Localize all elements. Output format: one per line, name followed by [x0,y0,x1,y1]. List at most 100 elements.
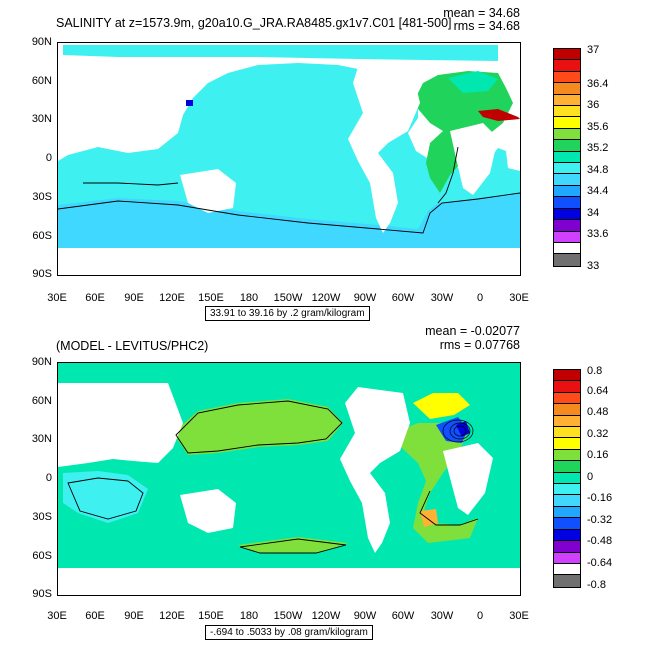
x-tick-label: 90W [353,610,377,622]
colorbar-swatch [554,117,580,129]
colorbar-swatch [554,208,580,221]
contour-line [58,192,520,234]
colorbar-swatch [554,71,580,84]
contour-line [419,490,479,526]
x-tick-label: 150E [198,292,224,304]
indian-negative [63,471,148,523]
colorbar-swatch [554,231,580,243]
y-tick-label: 60S [32,230,52,242]
x-tick-label: 150W [273,610,303,622]
colorbar-label: 35.2 [587,142,609,154]
landmass-africa [443,443,493,515]
colorbar-swatch [554,392,580,405]
landmass-americas [340,387,410,553]
x-tick-label: 180 [239,610,259,622]
colorbar-swatch [554,449,580,462]
y-tick-label: 90S [32,588,52,600]
colorbar-swatch [554,438,580,450]
colorbar-label: 35.6 [587,121,609,133]
y-tick-label: 90N [31,356,52,368]
colorbar-swatch [554,404,580,416]
landmass-antarctica [58,568,520,595]
colorbar-label: 34.4 [587,185,609,197]
colorbar-swatch [554,94,580,107]
colorbar-swatch [554,151,580,164]
colorbar-swatch [554,484,580,496]
colorbar-label: 34 [587,207,600,219]
landmass-asia [58,383,183,467]
mean-stat: mean = -0.02077 [425,324,520,338]
x-tick-label: 60E [85,292,105,304]
y-tick-label: 0 [45,152,52,164]
y-tick-label: 30N [31,433,52,445]
x-tick-label: 90W [353,292,377,304]
colorbar-swatch [554,529,580,542]
low-salinity-speck [186,100,193,106]
colorbar-label: -0.32 [587,514,613,526]
colorbar-label: 0.8 [587,365,603,377]
y-tick-label: 30S [32,191,52,203]
colorbar-label: 0.64 [587,385,609,397]
landmass-antarctica [58,248,520,275]
southern-band [238,537,348,553]
rms-stat: rms = 0.07768 [439,338,520,352]
colorbar-swatch [554,83,580,95]
colorbar-swatch [554,185,580,198]
colorbar-swatch [554,128,580,141]
colorbar-label: 33.6 [587,228,609,240]
salinity-map [58,45,520,275]
contour-info-box: 33.91 to 39.16 by .2 gram/kilogram [205,306,370,321]
colorbar-swatch [554,495,580,507]
x-tick-label: 120E [159,610,185,622]
colorbar-swatch [554,381,580,393]
x-tick-label: 30E [509,292,529,304]
rms-stat: rms = 34.68 [453,19,520,33]
contour-info-box: -.694 to .5033 by .08 gram/kilogram [205,625,373,640]
contour-line [239,538,347,554]
colorbar-label: 0.32 [587,428,609,440]
colorbar [553,369,581,588]
x-tick-label: 120W [311,292,341,304]
arctic-patch [448,71,498,93]
colorbar-swatch [554,197,580,209]
map-plot [57,362,521,596]
x-tick-label: 120W [311,610,341,622]
colorbar-label: 33 [587,260,600,272]
landmass-australia [180,489,236,533]
colorbar-swatch [554,506,580,519]
contour-line [437,146,459,204]
colorbar-label: 36 [587,99,600,111]
colorbar-swatch [554,106,580,118]
colorbar-swatch [554,427,580,439]
colorbar-swatch [554,220,580,232]
map-plot [57,42,521,276]
x-tick-label: 60E [85,610,105,622]
chart-title: (MODEL - LEVITUS/PHC2) [56,339,209,353]
colorbar-label: 36.4 [587,78,609,90]
y-tick-label: 0 [45,472,52,484]
colorbar-label: 0.48 [587,406,609,418]
contour-line [83,182,179,186]
colorbar-swatch [554,552,580,564]
colorbar-swatch [554,518,580,530]
colorbar-swatch [554,541,580,553]
chart-title: SALINITY at z=1573.9m, g20a10.G_JRA.RA84… [56,16,452,30]
landmass-australia [180,169,236,213]
landmass-africa [450,123,498,195]
x-tick-label: 180 [239,292,259,304]
x-tick-label: 120E [159,292,185,304]
colorbar-swatch [554,60,580,72]
x-tick-label: 90E [124,610,144,622]
x-tick-label: 150E [198,610,224,622]
colorbar-swatch [554,370,580,382]
colorbar-swatch [554,563,580,576]
x-tick-label: 30E [47,292,67,304]
colorbar-swatch [554,140,580,152]
colorbar-swatch [554,461,580,473]
y-tick-label: 60S [32,550,52,562]
y-tick-label: 90S [32,268,52,280]
labrador-contours [442,419,474,443]
colorbar-swatch [554,254,580,266]
colorbar-swatch [554,242,580,255]
colorbar-label: -0.48 [587,535,613,547]
